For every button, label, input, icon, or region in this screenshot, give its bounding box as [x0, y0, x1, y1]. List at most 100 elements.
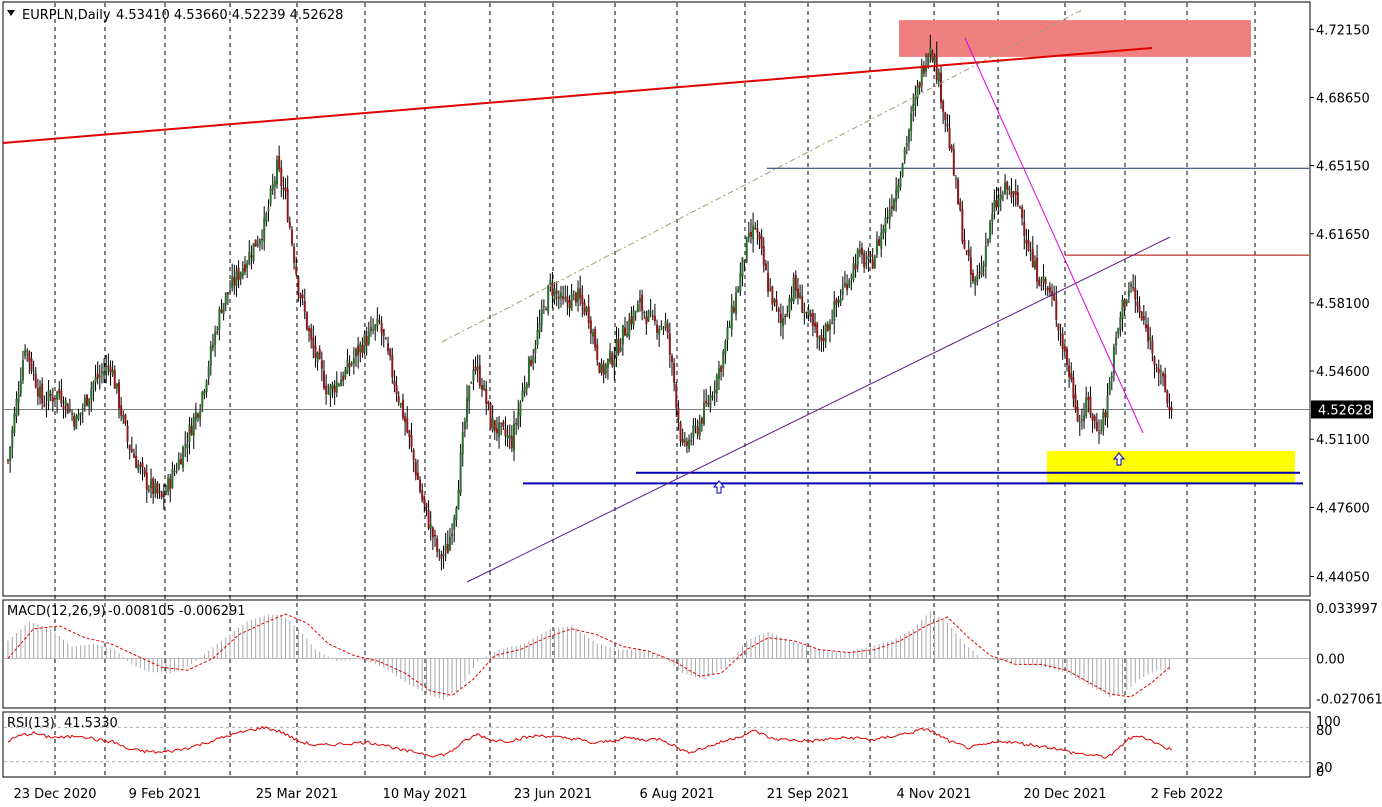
candle-body [485, 388, 488, 404]
candle-body [777, 308, 780, 313]
candle-body [935, 55, 938, 81]
candle-body [88, 398, 91, 408]
candle-body [122, 415, 125, 419]
candle-body [805, 311, 808, 314]
candle-body [703, 402, 706, 425]
candle-body [903, 148, 906, 160]
candle-body [846, 283, 849, 291]
candle-body [1053, 294, 1056, 301]
candle-body [107, 365, 110, 367]
candle-body [683, 438, 686, 442]
candle-body [807, 309, 810, 316]
candle-body [619, 347, 622, 351]
candle-body [1027, 240, 1030, 252]
candle-body [47, 390, 50, 402]
candle-body [111, 369, 114, 375]
candle-body [517, 411, 520, 427]
candle-body [510, 435, 513, 449]
candle-body [1155, 367, 1158, 369]
resistance-zone[interactable] [899, 20, 1251, 57]
candle-body [852, 262, 855, 280]
candle-body [205, 380, 208, 393]
candle-body [1065, 348, 1068, 366]
candle-body [1136, 301, 1139, 307]
candle-body [19, 380, 22, 395]
candle-body [60, 391, 63, 404]
candle-body [489, 403, 492, 429]
candle-body [978, 272, 981, 274]
candle-body [1091, 413, 1094, 421]
candle-body [455, 507, 458, 521]
candle-body [893, 199, 896, 211]
candle-body [340, 379, 343, 387]
candle-body [171, 469, 174, 488]
candle-body [49, 393, 52, 397]
down-trendline[interactable] [964, 37, 1144, 434]
candle-body [258, 239, 261, 245]
candle-body [30, 358, 33, 371]
channel-trendline[interactable] [441, 9, 1083, 343]
candle-body [357, 345, 360, 356]
candle-body [1004, 182, 1007, 194]
x-tick-label: 20 Dec 2021 [1023, 787, 1106, 802]
candle-body [606, 359, 609, 368]
candle-body [905, 142, 908, 147]
support-trendline[interactable] [466, 236, 1171, 583]
candle-body [841, 287, 844, 295]
resistance-trendline[interactable] [2, 47, 1153, 144]
candle-body [248, 251, 251, 264]
candle-body [957, 179, 960, 205]
candle-body [1106, 395, 1109, 419]
candle-body [235, 270, 238, 287]
candle-body [491, 417, 494, 431]
candle-body [929, 47, 932, 55]
candle-body [167, 477, 170, 493]
candle-body [480, 385, 483, 390]
candle-body [261, 239, 264, 241]
candles-layer [7, 34, 1173, 571]
candle-body [570, 293, 573, 311]
candle-body [201, 391, 204, 408]
up-arrow-icon[interactable] [712, 480, 726, 494]
candle-body [969, 257, 972, 275]
candle-body [649, 311, 652, 313]
candle-body [572, 290, 575, 292]
candle-body [837, 299, 840, 303]
main-price-panel[interactable] [2, 1, 1311, 597]
candle-body [226, 292, 229, 295]
up-arrow-icon[interactable] [1112, 452, 1126, 466]
candle-body [406, 418, 409, 432]
candle-body [457, 489, 460, 510]
x-tick-label: 21 Sep 2021 [767, 787, 849, 802]
candle-body [720, 366, 723, 372]
rsi-panel[interactable] [2, 711, 1311, 778]
rsi-y-tick-label: 100 [1316, 715, 1341, 730]
candle-body [880, 232, 883, 249]
candle-body [269, 188, 272, 205]
candle-body [1097, 432, 1100, 434]
support-zone[interactable] [1047, 450, 1295, 484]
macd-panel[interactable] [2, 599, 1311, 709]
candle-body [521, 390, 524, 401]
candle-body [410, 435, 413, 448]
candle-body [713, 390, 716, 393]
candle-body [609, 350, 612, 362]
rsi-y-tick-label: 80 [1316, 724, 1333, 739]
candle-body [1014, 190, 1017, 196]
candle-body [329, 385, 332, 396]
candle-body [839, 298, 842, 304]
candle-body [566, 296, 569, 303]
candle-body [58, 389, 61, 394]
candle-body [826, 324, 829, 331]
y-tick-label: 4.65150 [1316, 160, 1370, 175]
candle-body [534, 347, 537, 353]
candle-body [758, 233, 761, 240]
candle-body [728, 325, 731, 328]
candle-body [504, 428, 507, 437]
candle-body [1068, 365, 1071, 377]
candle-body [1012, 191, 1015, 194]
collapse-triangle-icon[interactable] [7, 10, 15, 16]
candle-body [252, 243, 255, 262]
current-price-badge [1311, 400, 1373, 419]
candle-body [707, 403, 710, 405]
